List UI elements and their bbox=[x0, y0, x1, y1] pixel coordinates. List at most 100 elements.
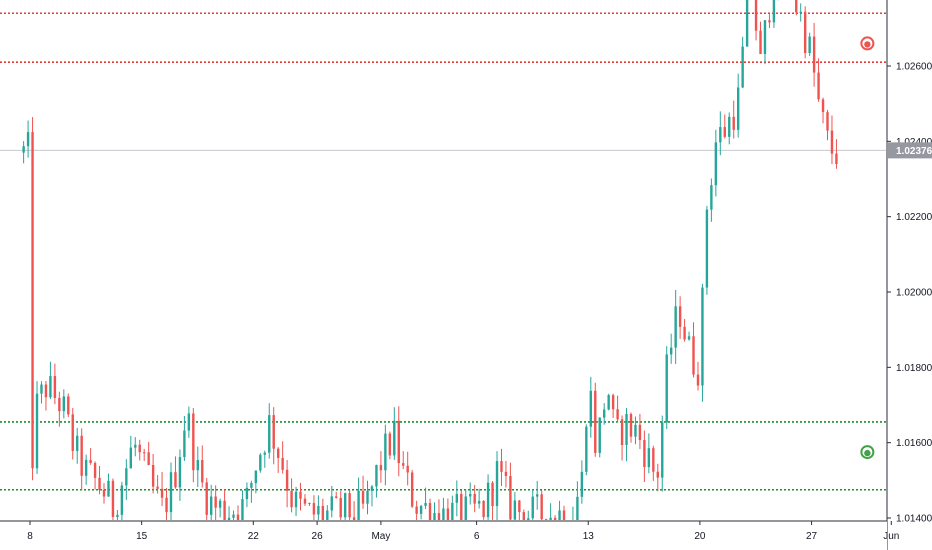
candle-body bbox=[661, 422, 664, 478]
candle-body bbox=[803, 11, 807, 53]
candle-body bbox=[585, 426, 588, 472]
sell-signal-dot bbox=[864, 41, 871, 48]
candle-body bbox=[223, 500, 226, 520]
candle-body bbox=[719, 127, 722, 143]
candle-body bbox=[442, 508, 445, 520]
plot-area[interactable] bbox=[0, 0, 886, 547]
candle-body bbox=[89, 459, 92, 463]
candle-body bbox=[67, 396, 70, 415]
candle-body bbox=[312, 503, 316, 515]
candle-body bbox=[634, 424, 637, 437]
candle-body bbox=[495, 461, 499, 507]
candle-body bbox=[500, 461, 503, 472]
candle-body bbox=[522, 512, 526, 520]
candle-body bbox=[464, 496, 467, 520]
candle-body bbox=[156, 486, 159, 489]
candle-body bbox=[236, 514, 240, 520]
candle-body bbox=[705, 209, 709, 288]
candle-body bbox=[151, 465, 155, 487]
candle-body bbox=[22, 146, 25, 153]
candle-body bbox=[227, 517, 231, 520]
x-tick-label: 27 bbox=[806, 531, 818, 542]
candle-body bbox=[754, 0, 758, 31]
candle-body bbox=[795, 0, 798, 13]
candle-body bbox=[397, 420, 400, 464]
candle-body bbox=[424, 502, 427, 506]
candle-body bbox=[120, 485, 124, 515]
x-tick-label: 15 bbox=[136, 531, 148, 542]
candle-body bbox=[134, 444, 137, 448]
candle-body bbox=[428, 502, 432, 520]
candle-body bbox=[745, 0, 749, 47]
candle-body bbox=[31, 132, 34, 469]
candle-body bbox=[393, 420, 396, 456]
candle-body bbox=[674, 306, 677, 348]
buy-signal-dot bbox=[864, 449, 871, 457]
candle-body bbox=[44, 384, 48, 398]
candle-body bbox=[768, 20, 771, 23]
candle-body bbox=[580, 471, 584, 497]
candle-body bbox=[250, 483, 253, 488]
candle-body bbox=[701, 287, 704, 386]
candle-body bbox=[276, 448, 280, 458]
candle-body bbox=[678, 306, 682, 327]
current-price-tag bbox=[888, 142, 932, 159]
candle-body bbox=[536, 494, 539, 497]
time-axis-background bbox=[0, 521, 887, 550]
candle-body bbox=[308, 503, 311, 505]
candle-body bbox=[317, 506, 320, 515]
candle-body bbox=[143, 452, 146, 454]
candle-body bbox=[366, 490, 369, 504]
candle-body bbox=[812, 36, 816, 73]
candle-body bbox=[696, 374, 700, 386]
price-axis-background bbox=[887, 0, 932, 550]
candle-body bbox=[611, 395, 615, 410]
candle-body bbox=[201, 460, 204, 483]
candle-body bbox=[26, 132, 30, 147]
candle-body bbox=[241, 499, 244, 520]
candle-body bbox=[84, 459, 88, 476]
candle-body bbox=[303, 498, 307, 504]
candle-body bbox=[544, 519, 548, 520]
candle-body bbox=[330, 496, 333, 511]
price-axis[interactable]: 1.034001.032001.030001.028001.026001.024… bbox=[886, 0, 932, 550]
candle-body bbox=[40, 384, 43, 394]
x-tick-label: 13 bbox=[583, 531, 595, 542]
candle-body bbox=[53, 376, 57, 398]
candle-body bbox=[549, 517, 552, 520]
candle-body bbox=[736, 87, 740, 130]
y-tick-label: 1.01600 bbox=[896, 438, 932, 449]
candle-body bbox=[629, 413, 633, 437]
y-tick-label: 1.01800 bbox=[896, 363, 932, 374]
candle-body bbox=[826, 112, 829, 131]
candle-body bbox=[178, 457, 182, 488]
candle-body bbox=[290, 490, 293, 508]
y-tick-label: 1.02000 bbox=[896, 287, 932, 298]
x-tick-label: 22 bbox=[248, 531, 260, 542]
candle-body bbox=[817, 72, 820, 100]
candle-body bbox=[35, 393, 39, 469]
candle-body bbox=[402, 463, 405, 466]
candle-body bbox=[643, 439, 646, 468]
candle-body bbox=[379, 465, 383, 471]
candle-body bbox=[107, 480, 110, 497]
candle-body bbox=[620, 419, 624, 445]
candle-body bbox=[58, 397, 61, 412]
candle-body bbox=[361, 490, 365, 504]
candle-body bbox=[263, 452, 266, 455]
candle-body bbox=[513, 500, 517, 520]
candle-body bbox=[214, 496, 217, 508]
candle-body bbox=[62, 396, 66, 412]
candle-body bbox=[692, 336, 695, 375]
candle-body bbox=[384, 433, 387, 471]
plot-inner bbox=[0, 0, 886, 520]
candle-body bbox=[129, 447, 133, 469]
current-price-label: 1.02376 bbox=[896, 146, 932, 157]
candle-body bbox=[527, 518, 530, 520]
candle-body bbox=[772, 0, 776, 23]
candle-body bbox=[196, 460, 199, 471]
time-axis[interactable]: 8 15 22 26 May 6 13 20 27 Jun bbox=[0, 520, 899, 550]
candle-body bbox=[665, 354, 668, 423]
candle-body bbox=[147, 452, 150, 466]
